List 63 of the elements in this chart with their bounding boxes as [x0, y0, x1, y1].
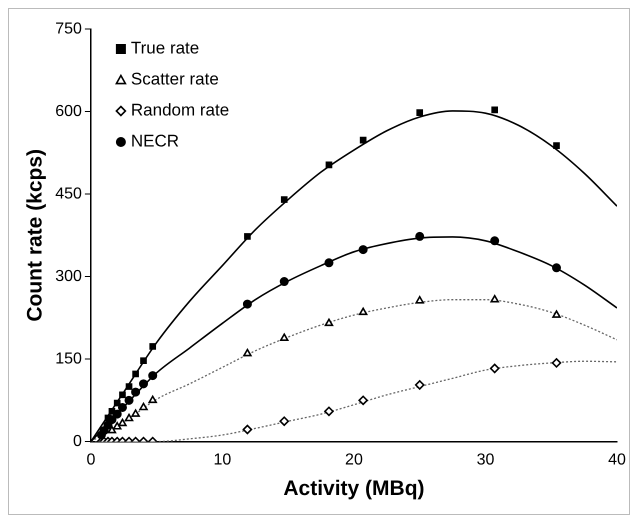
point: [326, 162, 332, 168]
point: [490, 364, 500, 374]
point: [553, 142, 560, 149]
point: [490, 236, 500, 246]
x-tick-label: 10: [214, 452, 232, 469]
point: [112, 422, 122, 430]
point: [119, 392, 126, 398]
y-tick-label: 450: [55, 185, 82, 202]
y-tick-label: 150: [55, 350, 82, 368]
point: [139, 379, 148, 388]
x-axis-title: Activity (MBq): [283, 477, 425, 500]
point: [490, 294, 499, 302]
point: [244, 233, 251, 240]
point: [358, 396, 368, 406]
point: [280, 277, 289, 286]
point: [124, 414, 134, 422]
point: [415, 296, 424, 304]
point: [415, 232, 424, 241]
point: [324, 258, 334, 268]
point: [126, 383, 132, 390]
point: [132, 370, 139, 378]
point: [131, 409, 140, 417]
legend-label: NECR: [130, 132, 180, 151]
point: [148, 396, 157, 404]
y-tick-label: 600: [55, 102, 82, 120]
point: [243, 348, 252, 356]
point: [140, 357, 147, 364]
point: [491, 106, 498, 114]
point: [279, 416, 290, 426]
point: [118, 418, 127, 426]
point: [139, 402, 148, 410]
x-tick-label: 40: [608, 452, 626, 469]
point: [118, 402, 127, 412]
point: [324, 318, 334, 326]
point: [131, 388, 140, 397]
point: [360, 136, 366, 144]
point: [416, 109, 424, 116]
point: [552, 263, 561, 272]
y-tick-label: 300: [55, 268, 82, 285]
point: [280, 196, 288, 203]
y-axis-title: Count rate (kcps): [23, 148, 46, 322]
point: [242, 300, 252, 309]
x-tick-label: 20: [345, 452, 363, 469]
point: [112, 410, 122, 419]
point: [124, 396, 134, 405]
point: [552, 358, 562, 368]
y-tick-label: 0: [72, 433, 82, 450]
point: [108, 426, 116, 434]
point: [148, 371, 158, 380]
point: [552, 310, 561, 318]
legend-label: Random rate: [130, 100, 230, 120]
x-tick-label: 0: [86, 452, 96, 469]
x-tick-label: 30: [476, 452, 494, 469]
point: [280, 333, 289, 341]
legend-label: Scatter rate: [130, 70, 219, 89]
point: [358, 245, 368, 254]
point: [414, 380, 425, 390]
point: [324, 406, 334, 416]
legend-label: True rate: [130, 38, 200, 58]
point: [242, 424, 252, 434]
y-tick-label: 750: [55, 20, 82, 38]
point: [149, 343, 156, 350]
point: [358, 308, 368, 316]
